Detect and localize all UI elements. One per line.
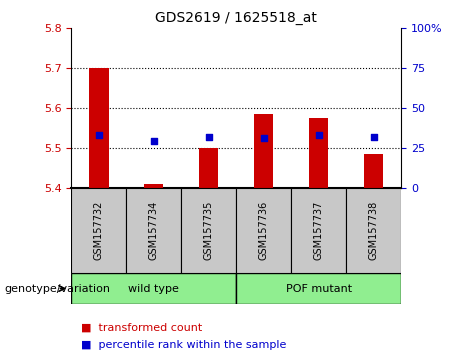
Bar — [291, 188, 346, 273]
Bar — [254, 114, 273, 188]
Text: GSM157735: GSM157735 — [204, 200, 214, 260]
Text: genotype/variation: genotype/variation — [5, 284, 111, 293]
Bar — [71, 273, 236, 304]
Bar — [236, 188, 291, 273]
Bar — [346, 188, 401, 273]
Bar — [364, 154, 383, 188]
Text: GSM157734: GSM157734 — [149, 200, 159, 260]
Point — [95, 132, 103, 138]
Text: GSM157738: GSM157738 — [369, 200, 378, 260]
Bar — [89, 68, 108, 188]
Point — [315, 132, 322, 138]
Point — [150, 138, 158, 144]
Text: GSM157737: GSM157737 — [313, 200, 324, 260]
Bar — [236, 273, 401, 304]
Title: GDS2619 / 1625518_at: GDS2619 / 1625518_at — [155, 11, 317, 24]
Point — [370, 134, 377, 139]
Text: ■  percentile rank within the sample: ■ percentile rank within the sample — [81, 340, 286, 350]
Bar — [126, 188, 181, 273]
Bar — [71, 188, 126, 273]
Bar — [199, 148, 219, 188]
Point — [260, 135, 267, 141]
Bar — [181, 188, 236, 273]
Text: wild type: wild type — [129, 284, 179, 293]
Text: POF mutant: POF mutant — [286, 284, 352, 293]
Bar — [144, 184, 164, 188]
Text: ■  transformed count: ■ transformed count — [81, 322, 202, 332]
Point — [205, 134, 213, 139]
Bar — [309, 118, 328, 188]
Text: GSM157732: GSM157732 — [94, 200, 104, 260]
Text: GSM157736: GSM157736 — [259, 200, 269, 260]
